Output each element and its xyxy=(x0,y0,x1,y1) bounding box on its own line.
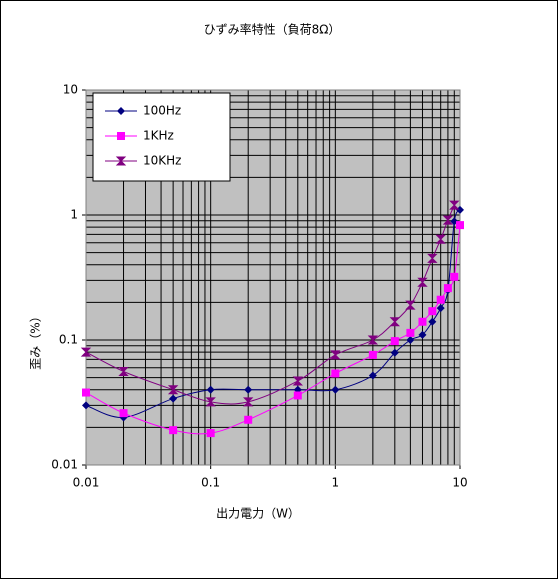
y-tick-label: 1 xyxy=(70,208,78,222)
legend-label: 1KHz xyxy=(143,129,174,143)
marker xyxy=(119,409,128,418)
marker xyxy=(390,337,399,346)
marker xyxy=(449,200,460,210)
marker xyxy=(428,317,437,326)
x-tick-label: 0.1 xyxy=(201,476,220,490)
marker xyxy=(406,336,415,344)
y-tick-label: 0.01 xyxy=(51,458,78,472)
y-axis-label: 歪み（%） xyxy=(29,310,43,369)
marker xyxy=(405,300,416,310)
marker xyxy=(331,369,340,378)
x-tick-label: 10 xyxy=(452,476,467,490)
marker xyxy=(331,385,340,394)
marker xyxy=(82,401,90,410)
marker xyxy=(80,347,92,357)
marker xyxy=(428,307,437,316)
x-axis-label: 出力電力（W） xyxy=(216,507,300,521)
marker xyxy=(242,397,254,407)
y-tick-label: 10 xyxy=(63,83,78,97)
marker xyxy=(292,376,304,386)
series-line xyxy=(85,209,461,418)
marker xyxy=(206,385,215,394)
y-tick-label: 0.1 xyxy=(59,333,78,347)
marker xyxy=(169,426,178,435)
marker xyxy=(389,317,401,327)
legend xyxy=(92,92,231,182)
marker xyxy=(244,385,253,394)
marker xyxy=(427,253,438,263)
legend-label: 100Hz xyxy=(143,104,181,118)
marker xyxy=(82,388,90,397)
marker xyxy=(169,394,178,403)
series-line xyxy=(85,225,461,435)
marker xyxy=(244,415,253,424)
x-tick-label: 0.01 xyxy=(73,476,100,490)
marker xyxy=(368,371,377,380)
marker xyxy=(367,335,379,345)
marker xyxy=(117,132,125,140)
marker xyxy=(417,277,428,287)
marker xyxy=(368,350,377,359)
marker xyxy=(442,215,454,225)
marker xyxy=(390,348,399,357)
marker xyxy=(436,304,445,313)
marker xyxy=(418,317,427,326)
marker xyxy=(293,391,302,400)
marker xyxy=(117,107,125,115)
legend-label: 10KHz xyxy=(143,154,181,168)
marker xyxy=(450,272,459,281)
marker xyxy=(206,429,215,438)
marker xyxy=(418,330,427,339)
marker xyxy=(456,221,464,230)
marker xyxy=(115,156,127,166)
marker xyxy=(435,234,446,244)
chart-title: ひずみ率特性（負荷8Ω） xyxy=(204,22,341,37)
plot-frame xyxy=(85,89,461,466)
marker xyxy=(443,284,452,293)
x-tick-label: 1 xyxy=(332,476,340,490)
marker xyxy=(205,397,216,407)
marker xyxy=(436,295,445,304)
marker xyxy=(167,385,179,395)
marker xyxy=(330,350,341,360)
marker xyxy=(456,205,464,214)
marker xyxy=(118,366,129,376)
marker xyxy=(406,328,415,337)
